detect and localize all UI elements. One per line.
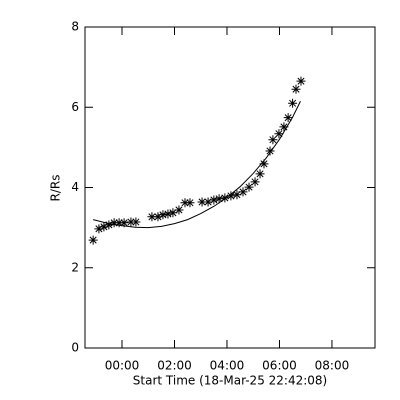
asterisk-marker [153, 212, 163, 222]
x-tick-label: 08:00 [315, 359, 350, 373]
asterisk-marker [197, 197, 207, 207]
asterisk-marker [268, 135, 278, 145]
asterisk-marker [226, 191, 236, 201]
asterisk-marker [279, 122, 289, 132]
asterisk-marker [180, 198, 190, 208]
y-tick-label: 4 [71, 180, 79, 194]
x-tick-label: 00:00 [105, 359, 140, 373]
asterisk-marker [94, 224, 104, 234]
asterisk-marker [104, 220, 114, 230]
asterisk-marker [168, 208, 178, 218]
asterisk-marker [274, 129, 284, 139]
asterisk-marker [88, 235, 98, 245]
asterisk-marker [185, 198, 195, 208]
y-axis-label: R/Rs [49, 175, 63, 202]
y-tick-label: 2 [71, 260, 79, 274]
x-tick-label: 02:00 [157, 359, 192, 373]
asterisk-marker [232, 190, 242, 200]
asterisk-marker [255, 169, 265, 179]
asterisk-marker [203, 197, 213, 207]
x-tick-label: 04:00 [210, 359, 245, 373]
y-tick-label: 6 [71, 100, 79, 114]
asterisk-marker [158, 210, 168, 220]
asterisk-marker [126, 217, 136, 227]
asterisk-marker [119, 218, 129, 228]
y-tick-label: 0 [71, 341, 79, 355]
asterisk-marker [259, 159, 269, 169]
x-axis-label: Start Time (18-Mar-25 22:42:08) [133, 374, 327, 388]
asterisk-marker [238, 187, 248, 197]
asterisk-marker [131, 217, 141, 227]
x-tick-label: 06:00 [262, 359, 297, 373]
asterisk-marker [109, 218, 119, 228]
asterisk-marker [291, 84, 301, 94]
asterisk-marker [244, 182, 254, 192]
asterisk-marker [214, 194, 224, 204]
asterisk-marker [265, 146, 275, 156]
asterisk-marker [250, 177, 260, 187]
asterisk-marker [296, 76, 306, 86]
asterisk-marker [283, 113, 293, 123]
y-tick-label: 8 [71, 20, 79, 34]
asterisk-marker [99, 222, 109, 232]
asterisk-marker [174, 205, 184, 215]
fit-line [93, 101, 301, 229]
asterisk-marker [147, 212, 157, 222]
asterisk-marker [220, 193, 230, 203]
asterisk-marker [114, 218, 124, 228]
asterisk-marker [209, 195, 219, 205]
asterisk-marker [288, 98, 298, 108]
plot-frame [84, 26, 376, 349]
asterisk-marker [163, 209, 173, 219]
